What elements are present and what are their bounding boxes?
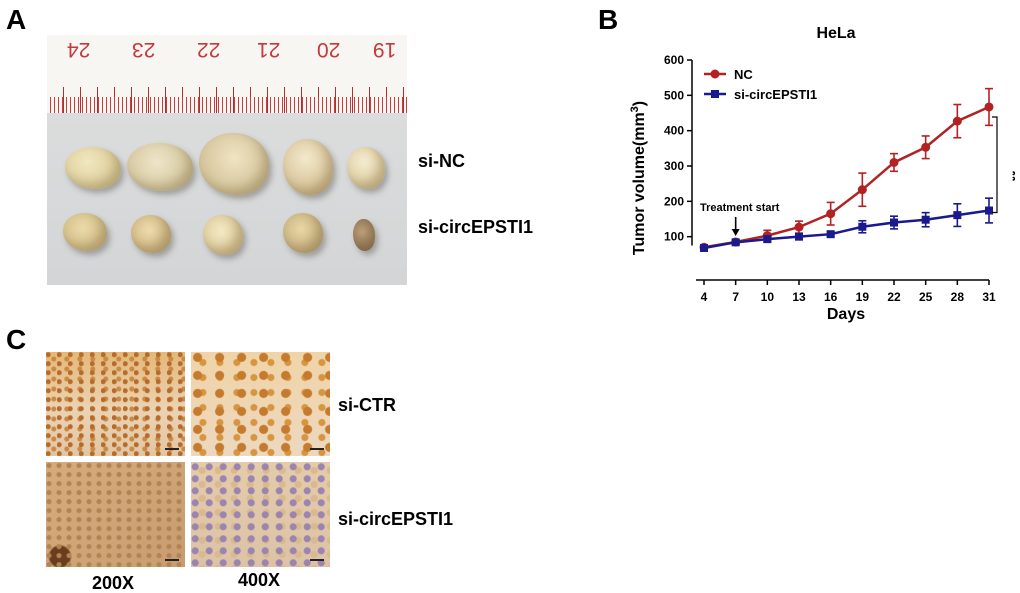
row-label-si-circepsti1: si-circEPSTI1 xyxy=(418,217,534,237)
tumor-volume-chart: HeLa Tumor volume(mm3) Days 100 200 300 400… xyxy=(629,25,1015,323)
y-axis-label: Tumor volume(mm3) xyxy=(629,101,648,255)
ihc-image-si-400x xyxy=(191,462,330,567)
y-tick-label: 300 xyxy=(664,159,684,173)
tumor-si-5 xyxy=(353,219,375,251)
x-tick-label: 31 xyxy=(982,290,996,304)
col-label-400x: 400X xyxy=(238,570,281,590)
x-tick-label: 16 xyxy=(824,290,838,304)
data-point xyxy=(731,238,740,247)
legend-marker xyxy=(710,69,720,79)
tumor-nc-3 xyxy=(199,133,269,195)
y-tick-label: 200 xyxy=(664,194,684,208)
ihc-image-ctr-400x xyxy=(191,352,330,456)
x-tick-label: 22 xyxy=(887,290,901,304)
chart-title: HeLa xyxy=(816,25,855,42)
data-point xyxy=(763,235,772,244)
series-line-1 xyxy=(703,209,990,250)
ihc-image-si-200x xyxy=(46,462,185,567)
x-tick-label: 4 xyxy=(701,290,708,304)
panel-a-letter: A xyxy=(6,4,27,35)
data-point xyxy=(858,222,867,231)
tumor-nc-2 xyxy=(127,143,193,191)
row-label-si-circepsti1-c: si-circEPSTI1 xyxy=(338,509,454,529)
legend-marker xyxy=(711,90,719,98)
significance-label: ** xyxy=(1005,171,1015,182)
x-tick-label: 7 xyxy=(732,290,739,304)
x-axis-label: Days xyxy=(827,306,865,323)
panel-b-letter: B xyxy=(598,4,619,35)
row-label-si-ctr: si-CTR xyxy=(338,395,396,415)
y-tick-label: 600 xyxy=(664,53,684,67)
scale-bar xyxy=(310,448,324,450)
data-point xyxy=(857,185,867,195)
ruler-number: 23 xyxy=(132,38,156,61)
data-point xyxy=(921,142,931,152)
ruler-number: 20 xyxy=(317,38,341,61)
x-tick-label: 10 xyxy=(761,290,775,304)
ruler-number: 21 xyxy=(257,38,281,61)
x-tick-label: 25 xyxy=(919,290,933,304)
x-tick-label: 19 xyxy=(856,290,870,304)
data-point xyxy=(985,206,993,215)
data-point xyxy=(921,215,930,224)
data-point xyxy=(826,230,835,239)
data-point xyxy=(794,222,804,232)
ruler-number: 19 xyxy=(373,38,397,61)
data-point xyxy=(953,211,962,220)
x-tick-label: 13 xyxy=(792,290,806,304)
y-tick-label: 100 xyxy=(664,230,684,244)
data-point xyxy=(889,157,899,167)
data-point xyxy=(890,218,898,227)
treatment-start-label: Treatment start xyxy=(700,202,780,214)
tumor-nc-4 xyxy=(283,139,333,195)
data-point xyxy=(984,102,994,112)
ruler: 24 23 22 21 20 19 xyxy=(47,35,407,113)
tumor-si-3 xyxy=(203,215,243,255)
ruler-ticks xyxy=(47,79,407,113)
data-point xyxy=(700,243,708,252)
tumor-si-4 xyxy=(283,213,323,253)
series-line-0 xyxy=(703,105,990,249)
scale-bar xyxy=(310,559,324,561)
scale-bar xyxy=(165,559,179,561)
data-point xyxy=(952,116,962,126)
data-point xyxy=(826,209,836,219)
ruler-number: 24 xyxy=(67,38,91,61)
ruler-number: 22 xyxy=(197,38,221,61)
row-label-si-nc: si-NC xyxy=(418,151,466,171)
ihc-image-ctr-200x xyxy=(46,352,185,456)
significance-bracket xyxy=(992,116,998,214)
scale-bar xyxy=(165,448,179,450)
treatment-arrowhead xyxy=(731,229,740,236)
y-tick-label: 500 xyxy=(664,88,684,102)
tumor-si-1 xyxy=(63,213,107,251)
y-tick-label: 400 xyxy=(664,124,684,138)
tumor-nc-5 xyxy=(347,147,385,189)
data-point xyxy=(795,232,803,241)
legend-label: NC xyxy=(734,67,753,82)
tumor-photo: 24 23 22 21 20 19 xyxy=(47,35,407,285)
x-tick-label: 28 xyxy=(951,290,965,304)
col-label-200x: 200X xyxy=(92,573,135,593)
panel-c-letter: C xyxy=(6,324,27,355)
tumor-nc-1 xyxy=(65,147,121,189)
tumor-si-2 xyxy=(131,215,171,253)
legend-label: si-circEPSTI1 xyxy=(734,87,817,102)
